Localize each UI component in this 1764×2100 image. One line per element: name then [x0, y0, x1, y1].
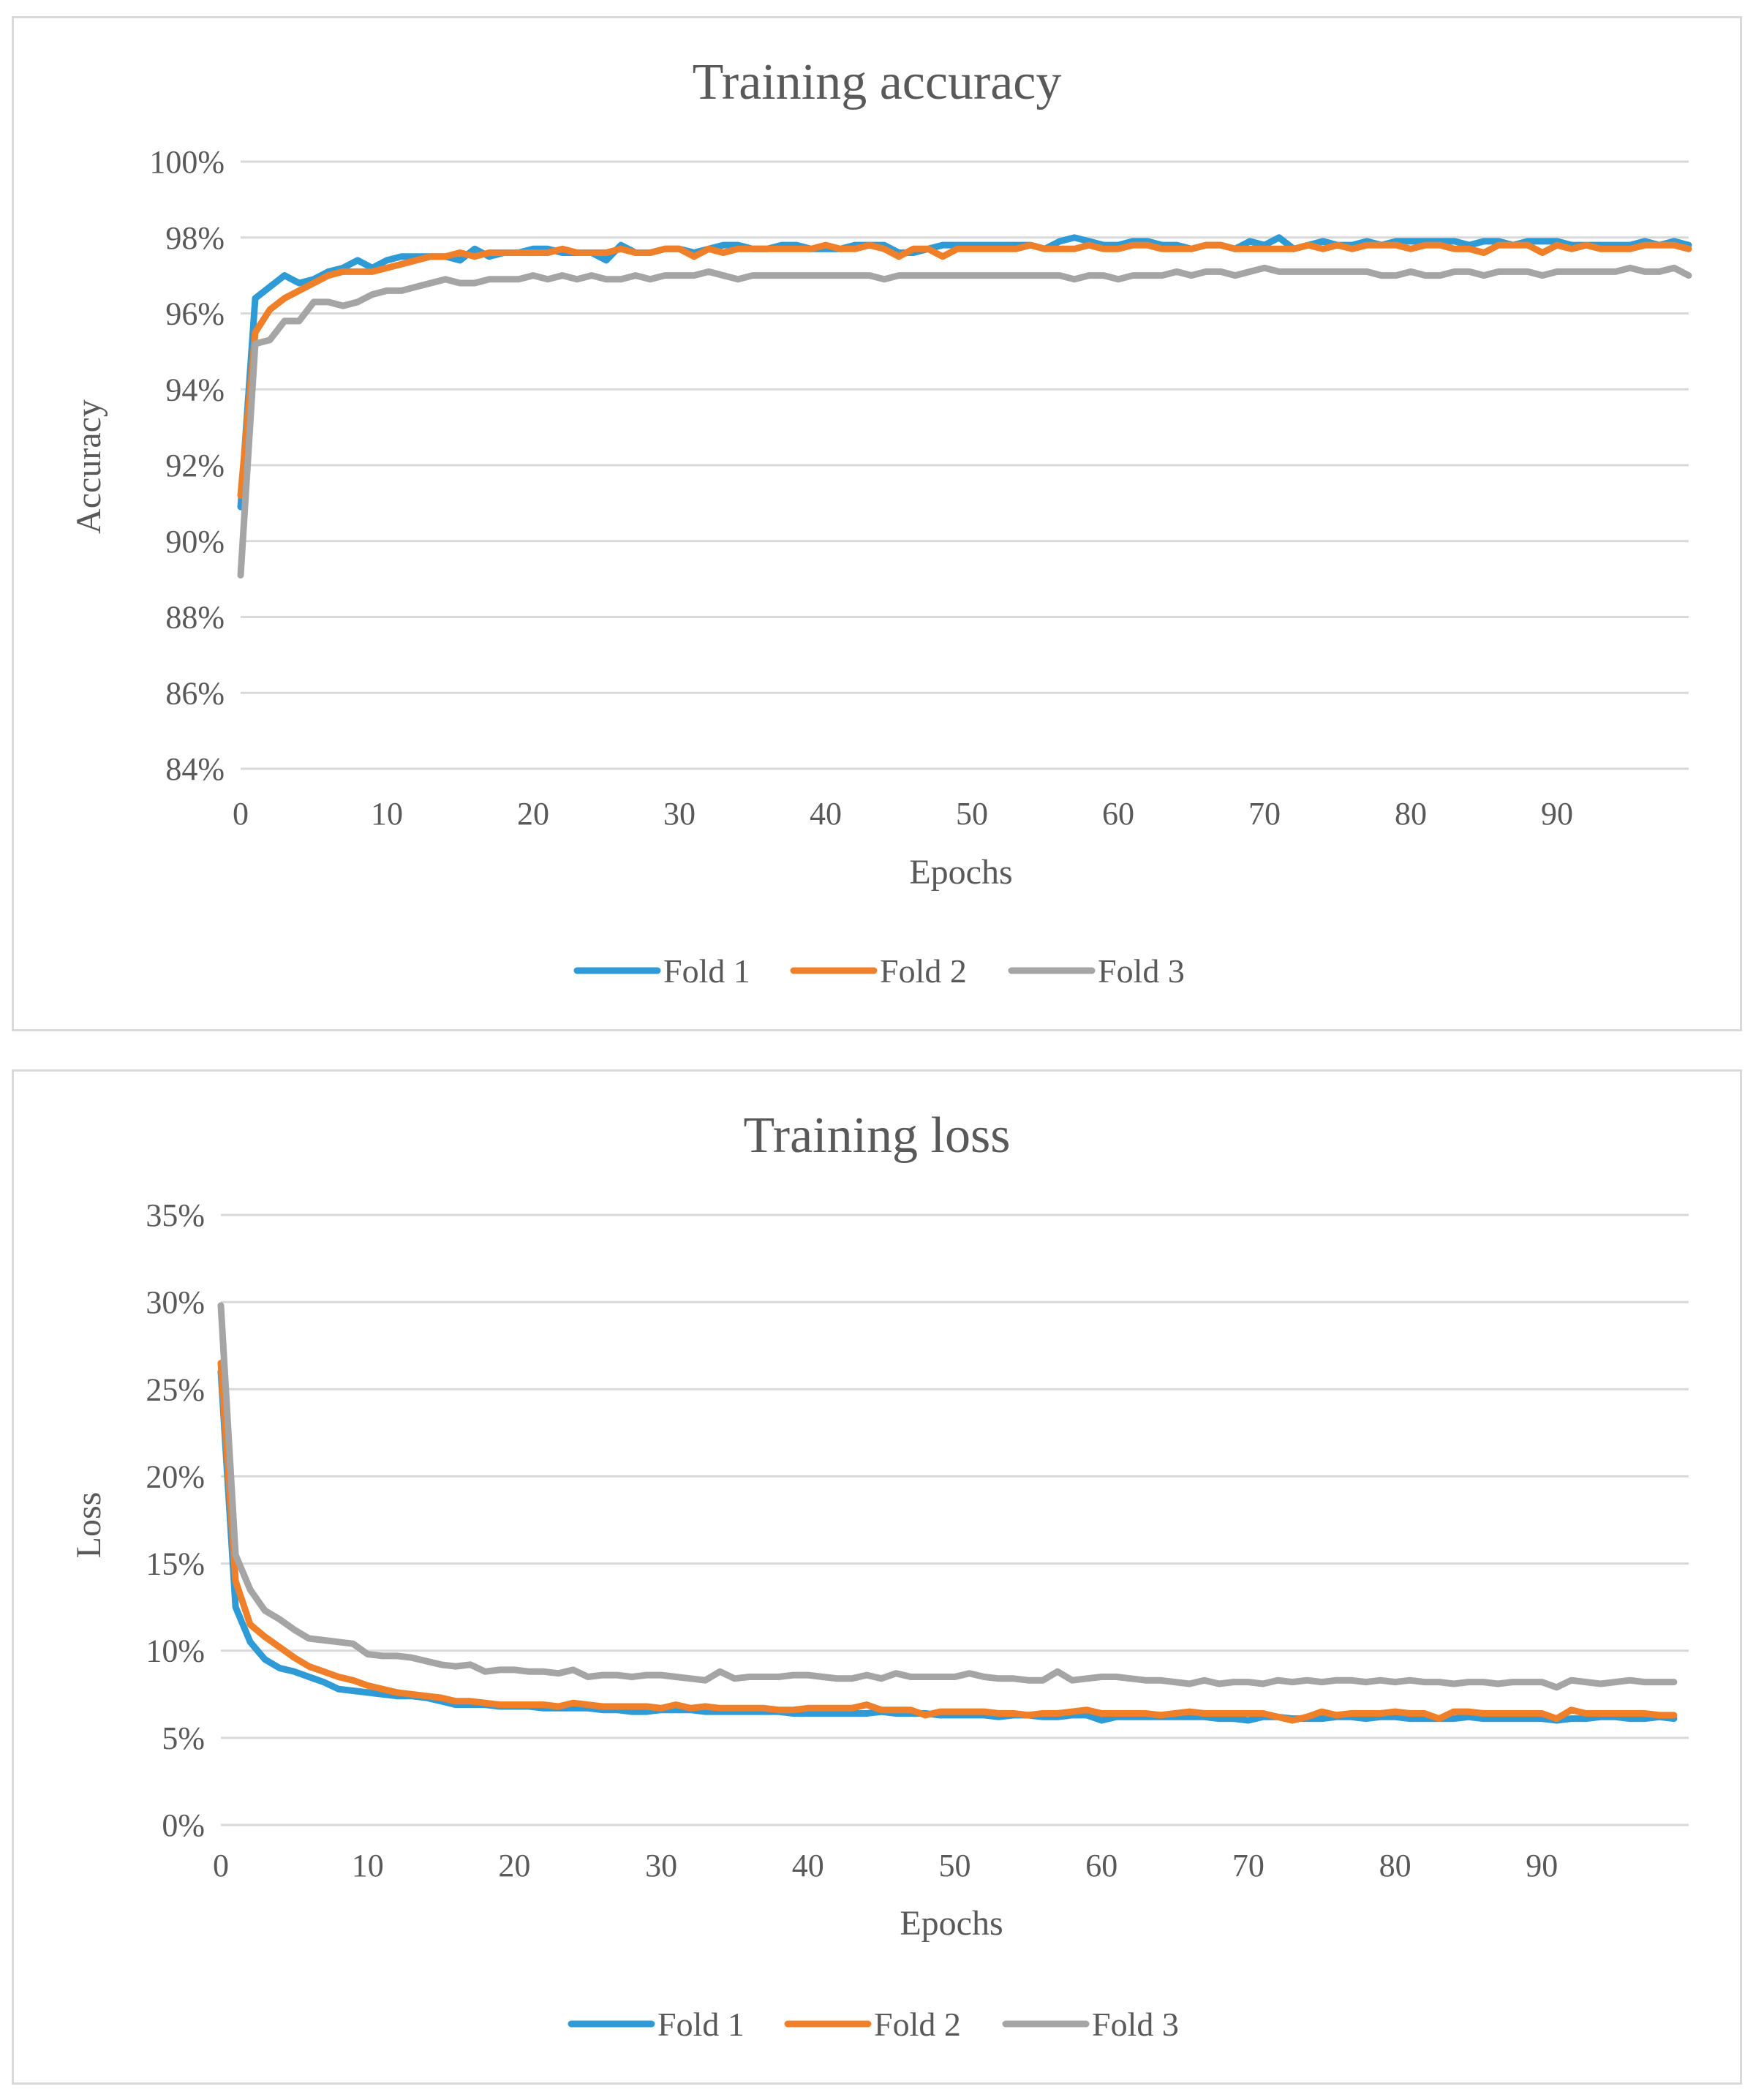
y-tick-label: 90% — [165, 524, 225, 560]
accuracy-chart-panel: Training accuracy 84% 86% 88% 90% 92% 94% 96% 9… — [12, 16, 1742, 1031]
legend-label: Fold 3 — [1098, 952, 1185, 990]
x-tick-label: 0 — [233, 796, 249, 832]
loss-y-ticks: 0% 5% 10% 15% 20% 25% 30% 35% — [146, 1197, 205, 1843]
x-tick-label: 40 — [792, 1848, 824, 1883]
y-tick-label: 84% — [165, 751, 225, 787]
series-line-fold-3 — [217, 1302, 1678, 1691]
x-axis-label: Epochs — [909, 853, 1012, 892]
loss-x-ticks: 0 10 20 30 40 50 60 70 80 90 — [213, 1848, 1558, 1883]
y-tick-label: 20% — [146, 1459, 205, 1494]
loss-series — [217, 1302, 1678, 1724]
series-line-fold-1 — [217, 1369, 1678, 1724]
x-tick-label: 70 — [1248, 796, 1281, 832]
x-tick-label: 80 — [1379, 1848, 1411, 1883]
legend-label: Fold 2 — [874, 2006, 961, 2043]
series-line-fold-3 — [237, 264, 1692, 579]
accuracy-x-ticks: 0 10 20 30 40 50 60 70 80 90 — [233, 796, 1573, 832]
loss-chart-panel: Training loss 0% 5% 10% 15% 20% 25% 30% 35% 0 10… — [12, 1069, 1742, 2085]
chart-title: Training loss — [743, 1107, 1010, 1164]
chart-title: Training accuracy — [693, 54, 1062, 110]
x-tick-label: 20 — [517, 796, 549, 832]
y-tick-label: 15% — [146, 1546, 205, 1582]
loss-gridlines — [221, 1213, 1689, 1826]
x-tick-label: 90 — [1541, 796, 1573, 832]
legend-label: Fold 3 — [1092, 2006, 1179, 2043]
accuracy-y-ticks: 84% 86% 88% 90% 92% 94% 96% 98% 100% — [149, 144, 225, 787]
series-line-fold-2 — [217, 1360, 1678, 1724]
x-tick-label: 70 — [1232, 1848, 1264, 1883]
x-tick-label: 0 — [213, 1848, 229, 1883]
x-tick-label: 80 — [1395, 796, 1427, 832]
y-tick-label: 94% — [165, 372, 225, 407]
legend-label: Fold 1 — [663, 952, 750, 990]
accuracy-legend: Fold 1 Fold 2 Fold 3 — [573, 952, 1185, 990]
y-tick-label: 30% — [146, 1284, 205, 1320]
x-tick-label: 10 — [352, 1848, 384, 1883]
loss-chart: Training loss 0% 5% 10% 15% 20% 25% 30% 35% 0 10… — [69, 1107, 1689, 2043]
legend-label: Fold 1 — [657, 2006, 745, 2043]
y-tick-label: 88% — [165, 600, 225, 636]
x-axis-label: Epochs — [900, 1904, 1003, 1943]
y-tick-label: 98% — [165, 220, 225, 256]
y-axis-label: Loss — [69, 1492, 108, 1559]
y-tick-label: 25% — [146, 1371, 205, 1407]
x-tick-label: 50 — [939, 1848, 971, 1883]
x-tick-label: 30 — [663, 796, 696, 832]
x-tick-label: 30 — [645, 1848, 677, 1883]
y-tick-label: 86% — [165, 675, 225, 711]
x-tick-label: 40 — [810, 796, 842, 832]
legend-label: Fold 2 — [880, 952, 967, 990]
y-tick-label: 92% — [165, 448, 225, 483]
y-tick-label: 100% — [149, 144, 225, 180]
y-tick-label: 10% — [146, 1633, 205, 1669]
y-tick-label: 0% — [162, 1807, 205, 1843]
y-tick-label: 35% — [146, 1197, 205, 1233]
x-tick-label: 10 — [371, 796, 403, 832]
loss-legend: Fold 1 Fold 2 Fold 3 — [568, 2006, 1179, 2043]
x-tick-label: 20 — [498, 1848, 530, 1883]
x-tick-label: 90 — [1526, 1848, 1558, 1883]
accuracy-gridlines — [241, 160, 1689, 770]
y-tick-label: 5% — [162, 1720, 205, 1756]
accuracy-series — [237, 234, 1692, 579]
x-tick-label: 60 — [1085, 1848, 1117, 1883]
y-tick-label: 96% — [165, 296, 225, 332]
series-line-fold-2 — [237, 241, 1692, 499]
x-tick-label: 50 — [956, 796, 988, 832]
accuracy-chart: Training accuracy 84% 86% 88% 90% 92% 94% 96% 9… — [69, 54, 1692, 990]
y-axis-label: Accuracy — [69, 399, 108, 534]
x-tick-label: 60 — [1102, 796, 1134, 832]
